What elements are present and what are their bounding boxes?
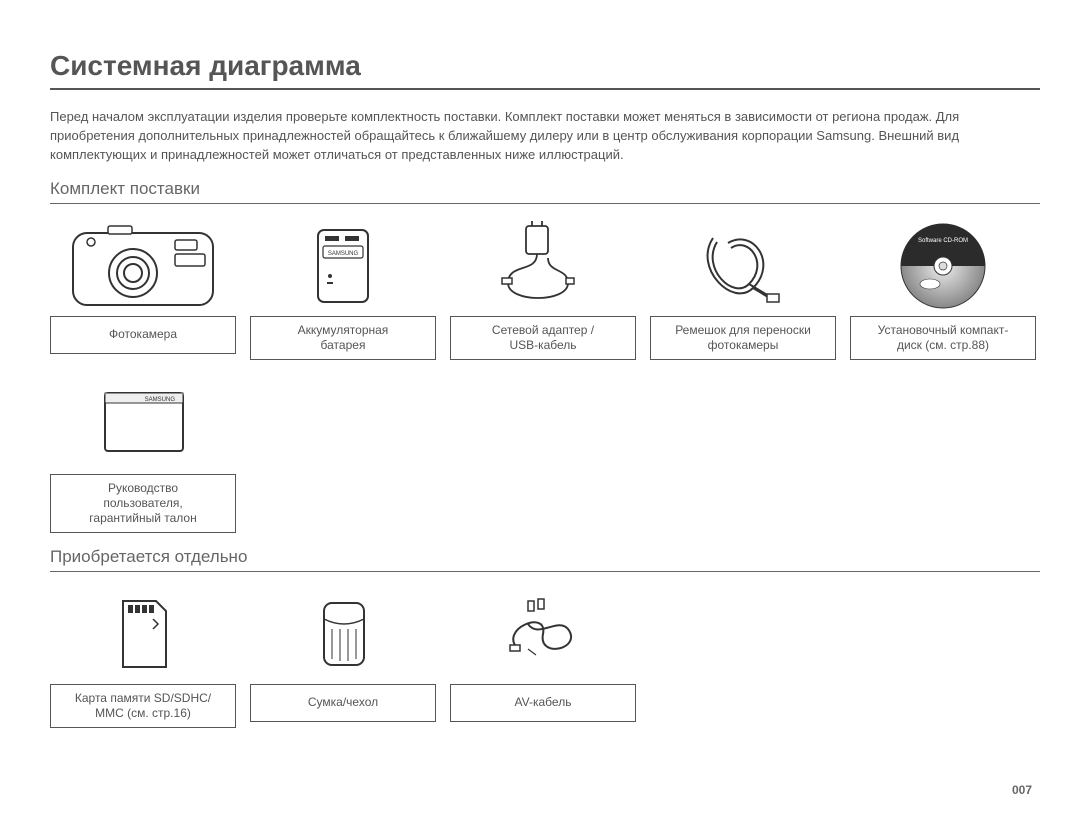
battery-illustration: SAMSUNG (250, 216, 436, 316)
item-strap: Ремешок для переноски фотокамеры (650, 216, 836, 360)
case-illustration (250, 584, 436, 684)
battery-caption: Аккумуляторная батарея (250, 316, 436, 360)
sdcard-caption: Карта памяти SD/SDHC/ MMC (см. стр.16) (50, 684, 236, 728)
av-caption: AV-кабель (450, 684, 636, 722)
cd-illustration: Software CD-ROM (850, 216, 1036, 316)
item-case: Сумка/чехол (250, 584, 436, 728)
optional-heading: Приобретается отдельно (50, 547, 1040, 572)
item-sdcard: Карта памяти SD/SDHC/ MMC (см. стр.16) (50, 584, 236, 728)
strap-illustration (650, 216, 836, 316)
item-camera: Фотокамера (50, 216, 236, 360)
av-illustration (450, 584, 636, 684)
page-number: 007 (1012, 783, 1032, 797)
svg-text:SAMSUNG: SAMSUNG (145, 397, 176, 403)
svg-text:SAMSUNG: SAMSUNG (328, 251, 359, 257)
item-adapter: Сетевой адаптер / USB-кабель (450, 216, 636, 360)
item-manual: SAMSUNG Руководство пользователя, гарант… (50, 374, 236, 533)
item-av: AV-кабель (450, 584, 636, 728)
item-cd: Software CD-ROM Установочный компакт- ди… (850, 216, 1036, 360)
cd-caption: Установочный компакт- диск (см. стр.88) (850, 316, 1036, 360)
item-battery: SAMSUNG Аккумуляторная батарея (250, 216, 436, 360)
intro-text: Перед началом эксплуатации изделия прове… (50, 108, 1040, 165)
page-title: Системная диаграмма (50, 50, 1040, 90)
case-caption: Сумка/чехол (250, 684, 436, 722)
optional-row: Карта памяти SD/SDHC/ MMC (см. стр.16) С… (50, 584, 1040, 728)
manual-caption: Руководство пользователя, гарантийный та… (50, 474, 236, 533)
strap-caption: Ремешок для переноски фотокамеры (650, 316, 836, 360)
included-row-1: Фотокамера SAMSUNG Аккумуляторная батаре… (50, 216, 1040, 360)
camera-caption: Фотокамера (50, 316, 236, 354)
included-heading: Комплект поставки (50, 179, 1040, 204)
sdcard-illustration (50, 584, 236, 684)
included-row-2: SAMSUNG Руководство пользователя, гарант… (50, 374, 1040, 533)
adapter-illustration (450, 216, 636, 316)
manual-illustration: SAMSUNG (50, 374, 236, 474)
camera-illustration (50, 216, 236, 316)
cd-label-text: Software CD-ROM (918, 238, 968, 244)
adapter-caption: Сетевой адаптер / USB-кабель (450, 316, 636, 360)
